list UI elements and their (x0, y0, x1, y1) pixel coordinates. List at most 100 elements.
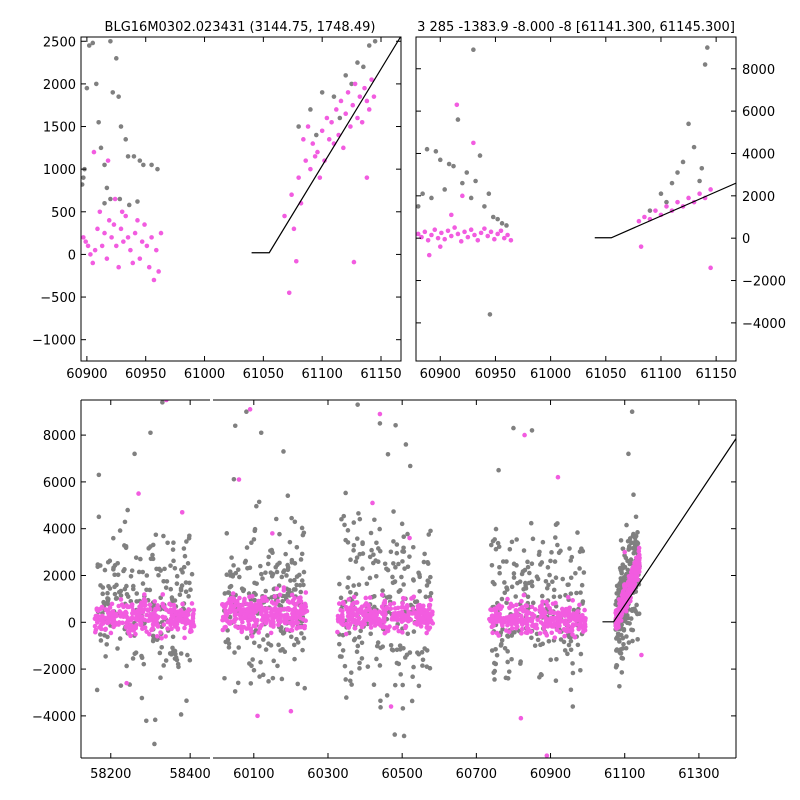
grey-outlier-point (160, 400, 165, 405)
pink-data-point (152, 608, 158, 614)
grey-data-point (377, 526, 382, 532)
grey-data-point (374, 656, 379, 662)
grey-data-point (437, 157, 443, 163)
pink-data-point (258, 599, 264, 604)
grey-data-point (570, 661, 575, 666)
grey-data-point (149, 162, 154, 168)
grey-data-point (621, 641, 626, 647)
grey-data-point (574, 590, 579, 596)
grey-data-point (270, 550, 275, 556)
pink-data-point (83, 239, 89, 244)
grey-data-point (425, 559, 430, 565)
pink-data-point (482, 226, 487, 231)
pink-data-point (419, 234, 424, 240)
grey-data-point (509, 656, 514, 662)
pink-data-point (271, 619, 276, 625)
grey-outlier-point (529, 428, 535, 433)
grey-data-point (266, 554, 272, 560)
grey-data-point (107, 558, 113, 564)
y-tick-label: −4000 (32, 710, 76, 725)
grey-data-point (278, 603, 284, 609)
grey-data-point (522, 567, 528, 573)
pink-data-point (240, 607, 246, 613)
pink-data-point (521, 592, 527, 598)
grey-data-point (178, 712, 184, 717)
pink-data-point (107, 605, 113, 610)
grey-data-point (254, 503, 259, 509)
pink-data-point (403, 624, 409, 629)
grey-data-point (117, 528, 123, 533)
grey-data-point (571, 607, 577, 613)
pink-data-point (290, 598, 296, 603)
pink-data-point (499, 604, 505, 609)
pink-data-point (537, 631, 543, 636)
pink-data-point (104, 608, 110, 613)
grey-data-point (468, 195, 474, 201)
pink-data-point (491, 619, 497, 625)
pink-data-point (557, 623, 562, 629)
grey-data-point (374, 540, 379, 546)
grey-data-point (168, 586, 174, 592)
grey-data-point (402, 566, 407, 571)
pink-data-point (282, 213, 287, 219)
pink-data-point (259, 622, 265, 628)
pink-data-point (421, 603, 426, 609)
pink-data-point (494, 616, 499, 621)
pink-data-point (341, 601, 346, 607)
pink-data-point (335, 629, 340, 635)
grey-data-point (117, 636, 123, 641)
pink-data-point (129, 615, 135, 620)
pink-data-point (628, 577, 634, 583)
pink-data-point (298, 615, 303, 621)
grey-data-point (227, 569, 233, 574)
grey-data-point (518, 659, 523, 664)
pink-data-point (237, 611, 243, 616)
pink-data-point (439, 230, 444, 236)
grey-data-point (398, 672, 403, 677)
grey-data-point (285, 592, 291, 598)
grey-data-point (98, 563, 103, 568)
pink-data-point (381, 615, 387, 620)
pink-data-point (622, 582, 628, 587)
grey-data-point (140, 569, 146, 575)
grey-data-point (626, 547, 632, 552)
pink-data-point (418, 624, 424, 629)
pink-data-point (191, 623, 197, 629)
pink-data-point (364, 175, 370, 180)
grey-data-point (377, 663, 383, 668)
pink-data-point (235, 603, 241, 608)
grey-data-point (505, 659, 510, 665)
grey-data-point (181, 564, 187, 570)
grey-data-point (125, 154, 131, 159)
pink-data-point (319, 128, 325, 134)
x-tick-label: 61050 (585, 367, 626, 382)
grey-data-point (252, 597, 257, 603)
pink-data-point (368, 625, 374, 630)
y-tick-label: −4000 (742, 317, 786, 332)
pink-data-point (163, 634, 168, 639)
grey-data-point (618, 579, 623, 585)
grey-data-point (499, 638, 505, 643)
grey-data-point (494, 652, 500, 658)
pink-data-point (549, 630, 555, 636)
pink-data-point (697, 191, 702, 197)
grey-data-point (124, 663, 129, 669)
grey-data-point (357, 551, 363, 557)
grey-data-point (504, 600, 509, 606)
grey-data-point (224, 572, 230, 578)
grey-data-point (658, 191, 664, 197)
grey-data-point (354, 555, 360, 560)
grey-data-point (568, 575, 574, 581)
grey-data-point (519, 571, 525, 577)
x-tick-label: 61100 (640, 367, 681, 382)
grey-data-point (342, 663, 348, 669)
grey-data-point (275, 663, 280, 669)
grey-data-point (550, 579, 555, 584)
pink-data-point (523, 630, 529, 635)
pink-data-point (273, 614, 278, 619)
pink-data-point (106, 218, 112, 223)
grey-data-point (170, 645, 175, 651)
grey-data-point (697, 178, 702, 184)
pink-outlier-point (407, 535, 412, 541)
grey-data-point (123, 137, 129, 142)
